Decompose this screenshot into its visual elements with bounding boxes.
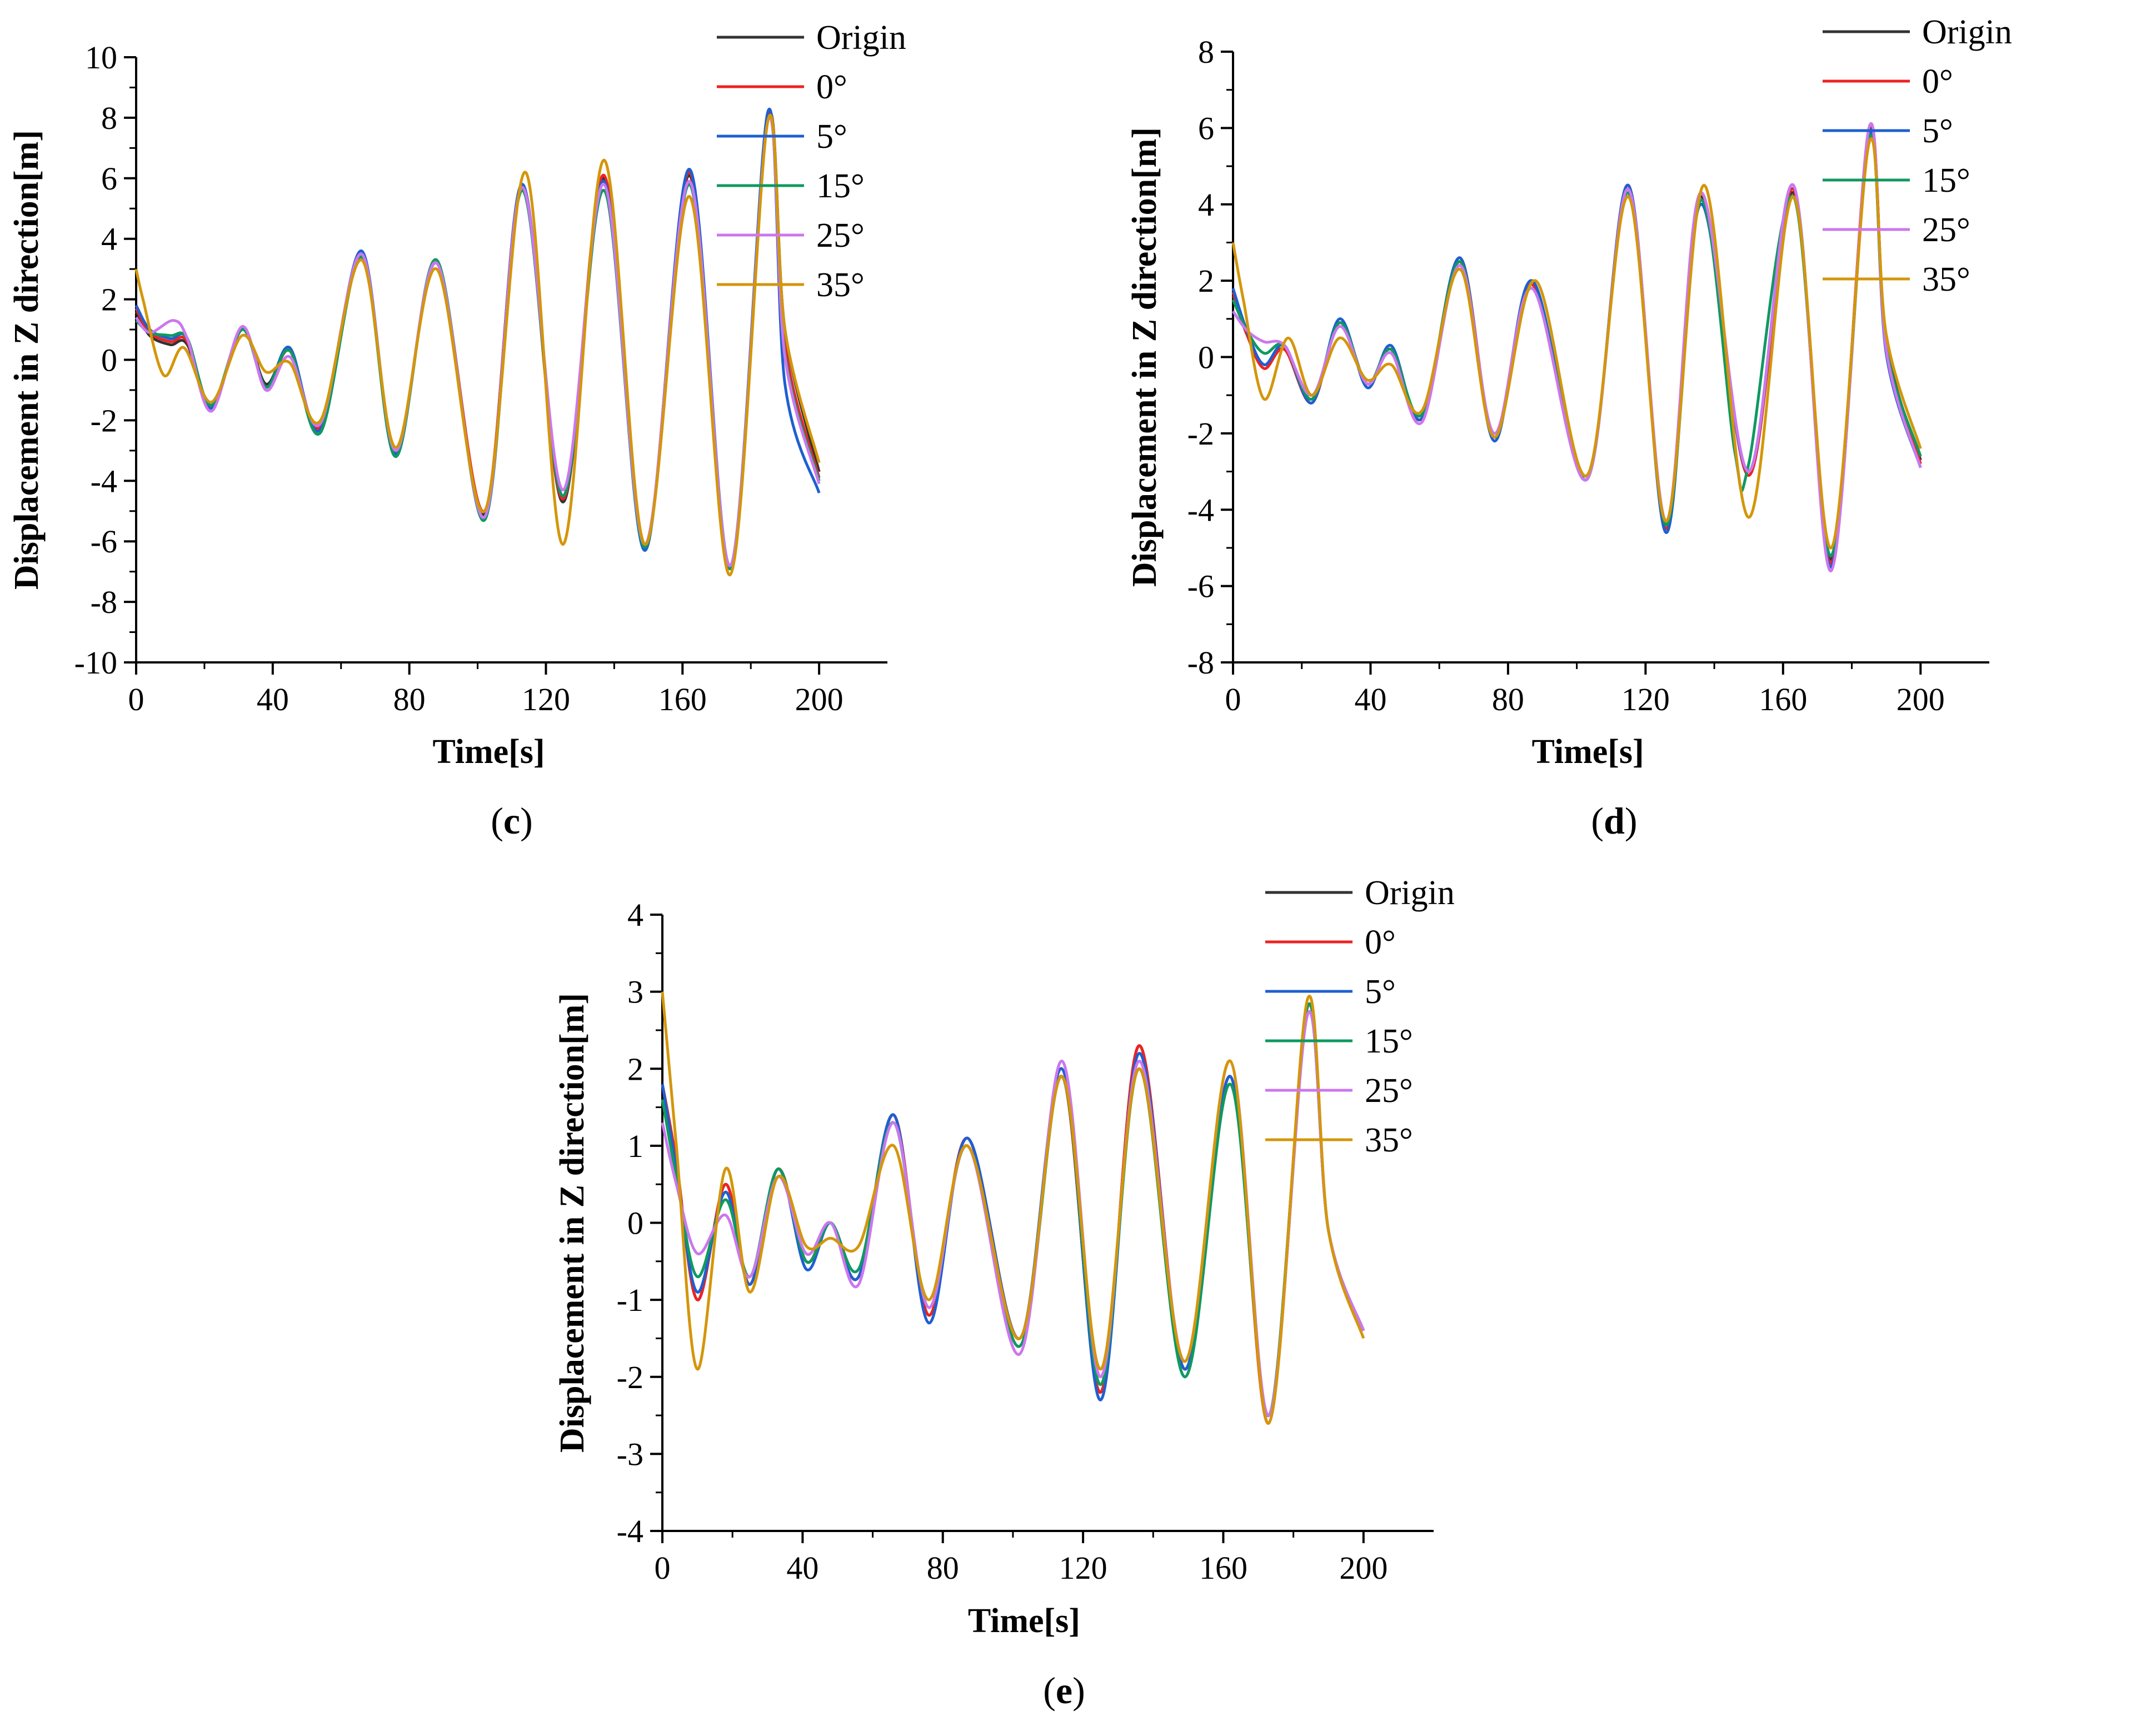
y-tick-label: -4 xyxy=(91,463,117,499)
y-tick-label: 6 xyxy=(101,161,117,197)
x-tick-label: 80 xyxy=(927,1550,959,1586)
y-tick-label: -8 xyxy=(91,584,117,620)
y-tick-label: 1 xyxy=(627,1128,643,1164)
y-tick-label: 0 xyxy=(101,342,117,378)
legend-label: 5° xyxy=(816,118,847,156)
y-tick-label: -3 xyxy=(617,1436,643,1472)
legend-label: 25° xyxy=(1922,211,1970,249)
x-tick-label: 0 xyxy=(655,1550,671,1586)
legend-label: Origin xyxy=(1922,13,2012,51)
y-tick-label: 2 xyxy=(627,1051,643,1087)
x-tick-label: 0 xyxy=(128,681,144,717)
y-tick-label: 4 xyxy=(101,221,117,257)
y-tick-label: 8 xyxy=(101,100,117,136)
legend-label: 25° xyxy=(816,217,865,255)
legend-label: 35° xyxy=(1365,1121,1413,1159)
legend-label: 35° xyxy=(1922,261,1970,298)
x-tick-label: 120 xyxy=(522,681,570,717)
panel-label: (e) xyxy=(1043,1669,1085,1712)
x-tick-label: 40 xyxy=(257,681,289,717)
panel-c: -10 -8 -6 -4 -2 0 2 4 6 8 10 0 40 80 120 160 200 Time[s] D… xyxy=(8,19,906,842)
series-line-15° xyxy=(1231,133,1922,557)
y-tick-label: 0 xyxy=(627,1205,643,1241)
y-tick-label: 4 xyxy=(627,897,643,933)
x-tick-label: 40 xyxy=(786,1550,819,1586)
legend-label: 0° xyxy=(816,68,847,106)
x-tick-label: 200 xyxy=(1897,681,1945,717)
x-axis-title: Time[s] xyxy=(433,733,545,771)
x-axis-title: Time[s] xyxy=(1532,733,1644,771)
legend-label: 25° xyxy=(1365,1072,1413,1110)
panel-label: (c) xyxy=(491,800,533,842)
legend-label: 0° xyxy=(1922,63,1953,101)
y-axis-title: Displacement in Z direction[m] xyxy=(1126,127,1164,587)
y-tick-label: -1 xyxy=(617,1282,643,1318)
x-tick-label: 80 xyxy=(393,681,426,717)
legend-label: 15° xyxy=(1922,162,1970,199)
series-line-5° xyxy=(1231,129,1922,568)
x-tick-label: 160 xyxy=(1759,681,1807,717)
y-tick-label: -6 xyxy=(1187,568,1214,605)
y-tick-label: 2 xyxy=(1198,263,1214,299)
y-tick-label: -4 xyxy=(1187,492,1214,528)
y-tick-label: -2 xyxy=(91,402,117,438)
y-tick-label: 3 xyxy=(627,974,643,1010)
y-tick-label: -2 xyxy=(617,1359,643,1395)
y-tick-label: 4 xyxy=(1198,187,1214,223)
legend-label: 5° xyxy=(1365,973,1396,1011)
legend-label: 15° xyxy=(1365,1022,1413,1060)
series-line-35° xyxy=(134,113,821,576)
x-tick-label: 120 xyxy=(1059,1550,1107,1586)
y-tick-label: 10 xyxy=(85,39,117,76)
legend-label: Origin xyxy=(816,19,906,57)
x-tick-label: 40 xyxy=(1354,681,1386,717)
y-tick-label: -6 xyxy=(91,523,117,560)
series-line-35° xyxy=(1231,137,1922,550)
series-line-25° xyxy=(1231,122,1922,572)
legend-label: 35° xyxy=(816,266,865,304)
legend-label: 5° xyxy=(1922,112,1953,150)
legend-label: Origin xyxy=(1365,874,1455,912)
legend-label: 15° xyxy=(816,167,865,205)
legend-label: 0° xyxy=(1365,924,1396,961)
x-tick-label: 200 xyxy=(795,681,844,717)
y-tick-label: 6 xyxy=(1198,110,1214,146)
x-tick-label: 80 xyxy=(1492,681,1524,717)
y-tick-label: -4 xyxy=(617,1513,643,1549)
y-tick-label: 2 xyxy=(101,282,117,318)
x-axis-title: Time[s] xyxy=(968,1602,1080,1640)
x-tick-label: 160 xyxy=(1199,1550,1247,1586)
y-tick-label: -10 xyxy=(74,645,117,681)
panel-label: (d) xyxy=(1591,800,1637,842)
y-axis-title: Displacement in Z direction[m] xyxy=(8,130,46,590)
y-tick-label: -2 xyxy=(1187,416,1214,452)
series-line-35° xyxy=(661,991,1365,1425)
x-tick-label: 160 xyxy=(658,681,707,717)
y-tick-label: -8 xyxy=(1187,645,1214,681)
y-tick-label: 0 xyxy=(1198,340,1214,376)
x-tick-label: 200 xyxy=(1339,1550,1388,1586)
x-tick-label: 0 xyxy=(1225,681,1241,717)
y-tick-label: 8 xyxy=(1198,34,1214,70)
y-axis-title: Displacement in Z direction[m] xyxy=(553,993,591,1453)
x-tick-label: 120 xyxy=(1621,681,1670,717)
